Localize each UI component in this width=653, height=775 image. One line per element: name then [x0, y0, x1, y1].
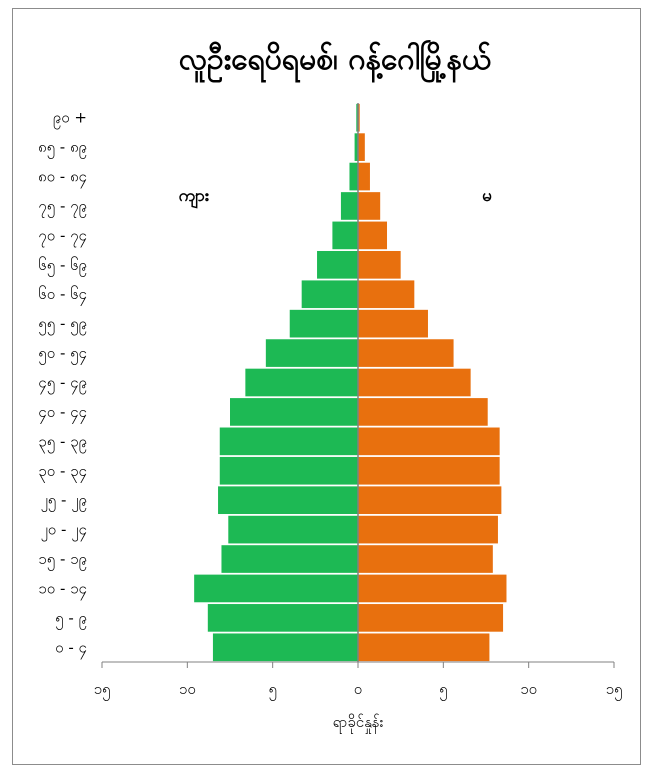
bar-female [358, 280, 415, 309]
bar-female [358, 133, 365, 161]
x-axis-title: ရာခိုင်နှုန်း [333, 713, 384, 734]
bar-female [358, 368, 471, 397]
bar-male [245, 368, 358, 397]
bar-male [356, 103, 358, 132]
bar-female [358, 221, 388, 250]
bar-male [265, 339, 358, 367]
y-tick-label: ၈၅ - ၈၉ [38, 138, 87, 159]
y-tick-label: ၀ - ၄ [55, 638, 87, 659]
y-tick-label: ၁၅ - ၁၉ [38, 550, 87, 571]
bar-female [358, 309, 428, 338]
bar-female [358, 192, 381, 220]
bar-female [358, 574, 507, 603]
y-tick-label: ၆၅ - ၆၉ [38, 256, 87, 277]
bar-female [358, 604, 504, 632]
x-tick-label: ၀ [354, 680, 362, 698]
bar-male [340, 192, 358, 220]
x-tick-label: ၁၀ [520, 680, 537, 698]
y-tick-label: ၆၀ - ၆၄ [38, 285, 87, 306]
bar-male [301, 280, 358, 309]
x-tick-label: ၁၅ [606, 680, 623, 701]
y-tick-label: ၈၀ - ၈၄ [38, 168, 87, 189]
y-axis-tick-labels: ၀ - ၄ ၅ - ၉ ၁၀ - ၁၄ ၁၅ - ၁၉ ၂၀ - ၂၄ ၂၅ - ၂၉ ၃၀… [38, 109, 87, 660]
bar-male [354, 133, 358, 161]
y-tick-label: ၅ - ၉ [55, 609, 87, 630]
x-tick-label: ၁၅ [94, 680, 111, 701]
bar-female [358, 633, 490, 662]
y-tick-label: ၅၀ - ၅၄ [38, 344, 87, 365]
y-tick-label: ၉၀ + [53, 109, 87, 130]
bar-female [358, 339, 454, 367]
bar-male [194, 574, 358, 603]
series-label-female: မ [482, 186, 492, 206]
y-tick-label: ၄၀ - ၄၄ [38, 403, 87, 424]
y-tick-label: ၄၅ - ၄၉ [38, 374, 87, 395]
chart-frame: လူဦးရေပိရမစ်၊ ဂန့်ဂေါမြို့နယ် ၀ - ၄ ၅ - ၉… [12, 8, 641, 765]
bar-male [221, 545, 358, 573]
y-tick-label: ၃၅ - ၃၉ [38, 432, 87, 453]
x-tick-label: ၁၀ [179, 680, 196, 698]
bars-group [194, 103, 507, 662]
bar-male [207, 604, 358, 632]
bar-male [219, 456, 358, 485]
series-label-male: ကျား [179, 186, 210, 210]
y-tick-label: ၃၀ - ၃၄ [38, 462, 87, 483]
bar-female [358, 515, 498, 544]
chart-title: လူဦးရေပိရမစ်၊ ဂန့်ဂေါမြို့နယ် [179, 39, 492, 84]
bar-male [349, 162, 358, 191]
bar-female [358, 486, 502, 515]
bar-female [358, 162, 370, 191]
x-tick-label: ၅ [268, 680, 276, 701]
bar-male [332, 221, 358, 250]
bar-female [358, 427, 500, 456]
x-axis-ticks: ၁၅ ၁၀ ၅ ၀ ၅ ၁၀ ၁၅ [94, 662, 623, 701]
bar-female [358, 103, 360, 132]
y-tick-label: ၂၀ - ၂၄ [40, 521, 87, 542]
x-tick-label: ၅ [439, 680, 447, 701]
bar-female [358, 250, 401, 279]
bar-female [358, 398, 488, 426]
bar-male [219, 427, 358, 456]
y-tick-label: ၂၅ - ၂၉ [40, 491, 87, 512]
bar-male [212, 633, 358, 662]
y-tick-label: ၅၅ - ၅၉ [38, 315, 87, 336]
bar-female [358, 545, 493, 573]
bar-female [358, 456, 500, 485]
y-tick-label: ၇၀ - ၇၄ [38, 226, 87, 247]
bar-male [218, 486, 358, 515]
y-tick-label: ၇၅ - ၇၉ [38, 197, 87, 218]
y-tick-label: ၁၀ - ၁၄ [38, 579, 87, 600]
bar-male [228, 515, 358, 544]
population-pyramid-chart: လူဦးရေပိရမစ်၊ ဂန့်ဂေါမြို့နယ် ၀ - ၄ ၅ - ၉… [38, 39, 623, 734]
bar-male [317, 250, 358, 279]
bar-male [230, 398, 358, 426]
bar-male [289, 309, 358, 338]
